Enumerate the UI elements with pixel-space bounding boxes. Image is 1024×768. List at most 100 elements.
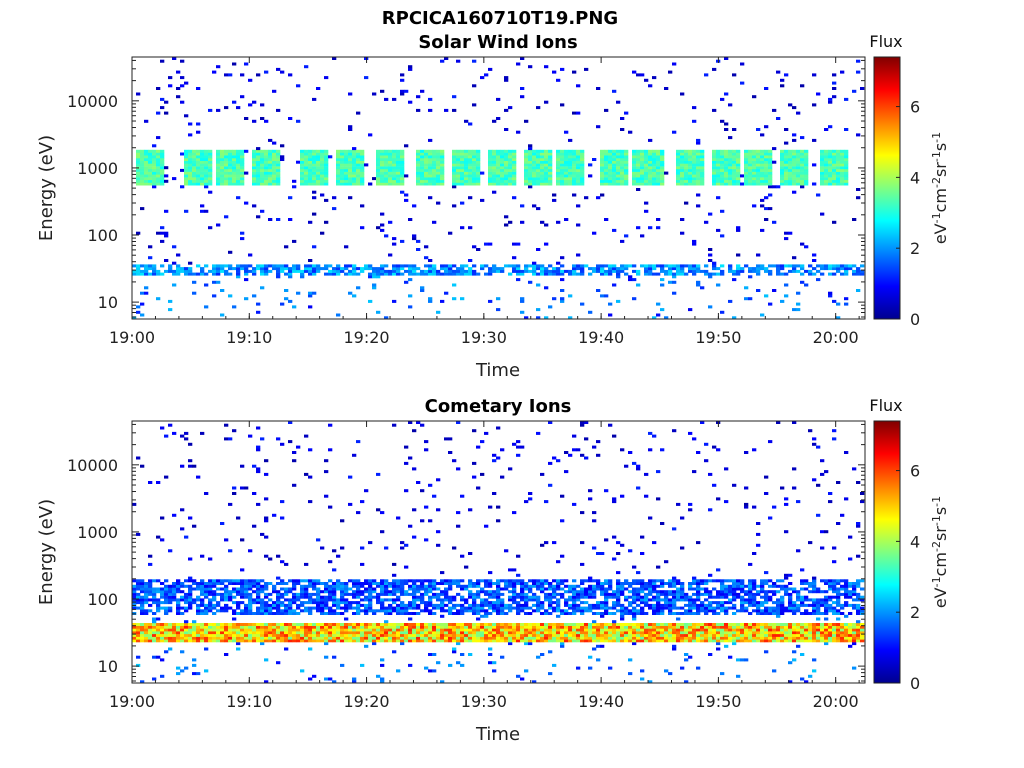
heatmap-cell bbox=[292, 483, 297, 487]
heatmap-cell bbox=[200, 636, 205, 640]
heatmap-cell bbox=[340, 163, 345, 167]
heatmap-cell bbox=[500, 158, 505, 161]
heatmap-cell bbox=[396, 669, 401, 673]
heatmap-cell bbox=[532, 680, 537, 684]
heatmap-cell bbox=[748, 158, 753, 161]
heatmap-cell bbox=[420, 160, 425, 164]
heatmap-cell bbox=[432, 639, 437, 643]
heatmap-cell bbox=[160, 226, 165, 230]
heatmap-cell bbox=[156, 609, 161, 613]
heatmap-cell bbox=[204, 631, 209, 635]
heatmap-cell bbox=[300, 584, 305, 588]
heatmap-cell bbox=[476, 631, 481, 635]
heatmap-cell bbox=[460, 554, 465, 558]
heatmap-cell bbox=[268, 603, 273, 607]
heatmap-cell bbox=[580, 264, 585, 268]
heatmap-cell bbox=[220, 609, 225, 613]
heatmap-cell bbox=[164, 628, 169, 632]
heatmap-cell bbox=[496, 633, 501, 637]
heatmap-cell bbox=[260, 179, 265, 183]
heatmap-cell bbox=[296, 603, 301, 607]
heatmap-cell bbox=[424, 625, 429, 629]
heatmap-cell bbox=[416, 633, 421, 637]
heatmap-cell bbox=[216, 631, 221, 635]
heatmap-cell bbox=[272, 158, 277, 161]
heatmap-cell bbox=[504, 155, 509, 159]
heatmap-cell bbox=[800, 272, 805, 276]
heatmap-cell bbox=[316, 158, 321, 161]
heatmap-cell bbox=[148, 639, 153, 643]
heatmap-cell bbox=[452, 606, 457, 610]
heatmap-cell bbox=[748, 275, 753, 279]
heatmap-cell bbox=[484, 242, 489, 246]
heatmap-cell bbox=[396, 579, 401, 583]
heatmap-cell bbox=[736, 152, 741, 156]
heatmap-cell bbox=[844, 302, 849, 306]
heatmap-cell bbox=[752, 149, 757, 153]
heatmap-cell bbox=[288, 633, 293, 637]
heatmap-cell bbox=[136, 628, 141, 632]
heatmap-cell bbox=[272, 590, 277, 594]
heatmap-cell bbox=[496, 182, 501, 186]
heatmap-cell bbox=[424, 179, 429, 183]
heatmap-cell bbox=[220, 155, 225, 159]
heatmap-cell bbox=[184, 620, 189, 624]
heatmap-cell bbox=[216, 579, 221, 583]
heatmap-cell bbox=[276, 174, 281, 178]
heatmap-cell bbox=[288, 275, 293, 279]
heatmap-cell bbox=[256, 625, 261, 629]
heatmap-cell bbox=[544, 623, 549, 626]
heatmap-cell bbox=[304, 595, 309, 599]
heatmap-cell bbox=[188, 182, 193, 186]
heatmap-cell bbox=[708, 275, 713, 279]
heatmap-cell bbox=[684, 264, 689, 268]
heatmap-cell bbox=[136, 267, 141, 271]
heatmap-cell bbox=[296, 84, 301, 88]
x-tick-label: 20:00 bbox=[813, 328, 859, 347]
heatmap-cell bbox=[472, 592, 477, 596]
heatmap-cell bbox=[164, 587, 169, 591]
heatmap-cell bbox=[496, 606, 501, 610]
heatmap-cell bbox=[572, 179, 577, 183]
heatmap-cell bbox=[232, 486, 237, 490]
heatmap-cell bbox=[796, 149, 801, 153]
heatmap-cell bbox=[168, 76, 173, 80]
heatmap-cell bbox=[356, 628, 361, 632]
heatmap-cell bbox=[384, 166, 389, 170]
heatmap-cell bbox=[512, 590, 517, 594]
heatmap-cell bbox=[168, 299, 173, 303]
heatmap-cell bbox=[856, 272, 861, 276]
heatmap-cell bbox=[456, 168, 461, 172]
heatmap-cell bbox=[544, 149, 549, 153]
heatmap-cell bbox=[732, 171, 737, 175]
heatmap-cell bbox=[824, 149, 829, 153]
heatmap-cell bbox=[140, 609, 145, 613]
heatmap-cell bbox=[236, 171, 241, 175]
heatmap-cell bbox=[684, 163, 689, 167]
heatmap-cell bbox=[540, 579, 545, 583]
heatmap-cell bbox=[804, 163, 809, 167]
heatmap-cell bbox=[496, 623, 501, 626]
heatmap-cell bbox=[248, 636, 253, 640]
heatmap-cell bbox=[348, 502, 353, 506]
heatmap-cell bbox=[520, 603, 525, 607]
heatmap-cell bbox=[156, 155, 161, 159]
heatmap-cell bbox=[804, 152, 809, 156]
heatmap-cell bbox=[784, 174, 789, 178]
heatmap-cell bbox=[212, 625, 217, 629]
heatmap-cell bbox=[368, 133, 373, 137]
heatmap-cell bbox=[516, 242, 521, 246]
heatmap-cell bbox=[780, 84, 785, 88]
heatmap-cell bbox=[400, 639, 405, 643]
heatmap-cell bbox=[608, 171, 613, 175]
heatmap-cell bbox=[468, 171, 473, 175]
heatmap-cell bbox=[196, 171, 201, 175]
heatmap-cell bbox=[316, 582, 321, 585]
heatmap-cell bbox=[244, 579, 249, 583]
heatmap-cell bbox=[636, 226, 641, 230]
heatmap-cell bbox=[716, 174, 721, 178]
heatmap-cell bbox=[432, 612, 437, 615]
heatmap-cell bbox=[320, 155, 325, 159]
heatmap-cell bbox=[324, 639, 329, 643]
